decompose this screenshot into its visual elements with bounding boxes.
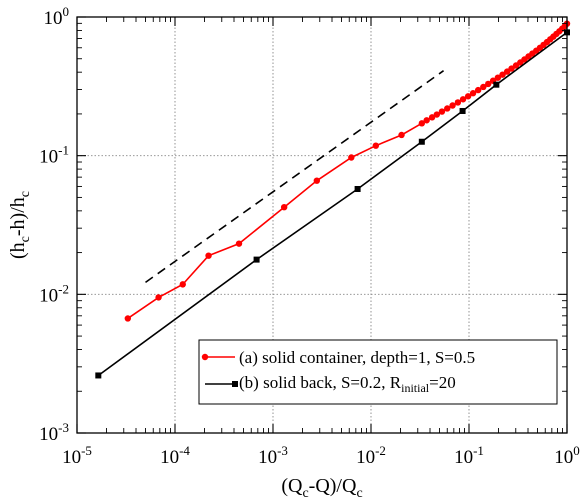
- legend-label-series-b-sub: initial: [401, 381, 430, 395]
- data-point: [354, 185, 361, 192]
- data-point: [428, 114, 436, 121]
- x-axis-title-sub-b: c: [356, 486, 362, 501]
- series-line: [127, 23, 568, 320]
- y-axis-title-sub-b: c: [18, 191, 33, 197]
- legend-marker-series-a: [201, 353, 209, 361]
- legend-label-series-a: (a) solid container, depth=1, S=0.5: [239, 348, 475, 367]
- x-axis-title-part-a: (Q: [281, 475, 303, 497]
- data-point: [155, 294, 162, 301]
- data-point: [205, 252, 212, 259]
- y-tick-label: 100: [44, 4, 70, 29]
- data-point: [454, 99, 462, 106]
- x-axis-title-sub-a: c: [302, 486, 308, 501]
- x-tick-label: 10-1: [454, 443, 484, 468]
- data-point: [433, 111, 441, 118]
- tick-labels: 10-5 10-4 10-3 10-2 10-1 100 10-3 10-2 10-1 100: [39, 4, 580, 468]
- data-point: [280, 203, 288, 211]
- data-point: [493, 81, 500, 88]
- x-tick-label: 10-3: [258, 443, 288, 468]
- series-layer: [95, 20, 571, 379]
- data-point: [398, 131, 405, 139]
- x-axis-title: (Qc-Q)/Qc: [281, 475, 362, 501]
- data-point: [459, 96, 467, 103]
- ticks: [76, 16, 568, 434]
- data-point: [124, 315, 132, 322]
- y-tick-label: 10-2: [39, 281, 69, 306]
- data-point: [418, 138, 425, 145]
- x-tick-label: 100: [554, 443, 580, 468]
- data-point: [372, 142, 380, 149]
- y-axis-title-sub-a: c: [18, 236, 33, 242]
- series-b: [95, 29, 570, 379]
- data-point: [499, 71, 506, 78]
- x-axis-title-part-b: -Q)/Q: [309, 475, 357, 497]
- legend-label-series-b-main: (b) solid back, S=0.2, R: [239, 373, 402, 392]
- y-tick-label: 10-3: [39, 420, 69, 445]
- data-point: [438, 108, 446, 115]
- reference-dashed-line: [145, 70, 445, 284]
- y-axis-title-part-a: (h: [7, 242, 29, 259]
- data-point: [484, 80, 492, 88]
- data-point: [253, 256, 260, 263]
- data-point: [444, 105, 451, 112]
- legend-box: [198, 339, 558, 405]
- legend-label-series-b-tail: =20: [429, 373, 456, 392]
- data-point: [95, 372, 102, 379]
- legend-label-series-b: (b) solid back, S=0.2, Rinitial=20: [239, 373, 456, 395]
- data-point: [494, 74, 502, 81]
- legend-marker-series-b: [232, 381, 238, 387]
- x-tick-label: 10-2: [356, 443, 386, 468]
- data-point: [464, 93, 472, 100]
- y-axis-title: (hc-h)/hc: [7, 191, 33, 259]
- legend: (a) solid container, depth=1, S=0.5 (b) …: [198, 339, 558, 405]
- data-point: [179, 281, 186, 288]
- x-tick-label: 10-5: [62, 443, 92, 468]
- reference-line-group: [145, 70, 445, 284]
- y-axis-title-part-b: -h)/h: [7, 197, 29, 236]
- series-a: [124, 20, 571, 322]
- data-point: [348, 154, 355, 161]
- data-point: [313, 177, 321, 184]
- data-point: [480, 83, 487, 91]
- x-tick-label: 10-4: [160, 443, 190, 468]
- data-point: [235, 240, 243, 247]
- y-tick-label: 10-1: [39, 143, 69, 168]
- data-point: [418, 120, 426, 127]
- plot-frame: [76, 16, 568, 434]
- data-point: [474, 86, 482, 94]
- data-point: [469, 90, 477, 97]
- data-point: [449, 102, 456, 109]
- data-point: [459, 107, 466, 114]
- data-point: [423, 117, 430, 124]
